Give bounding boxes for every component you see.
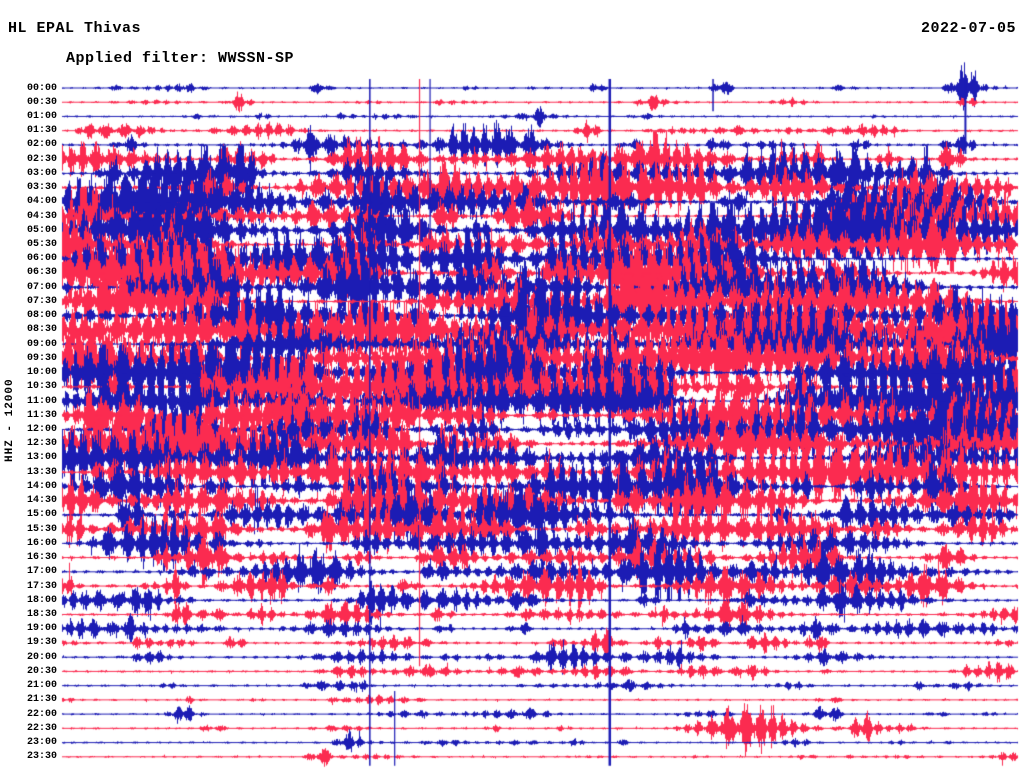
time-label: 01:00 xyxy=(26,110,57,122)
time-label: 12:30 xyxy=(26,438,57,450)
time-label: 02:30 xyxy=(26,153,57,165)
time-label: 13:00 xyxy=(26,452,57,464)
time-label: 03:00 xyxy=(26,167,57,179)
time-label: 05:00 xyxy=(26,224,57,236)
time-label: 09:00 xyxy=(26,338,57,350)
time-label: 19:30 xyxy=(26,637,57,649)
time-label: 23:30 xyxy=(26,751,57,763)
time-label: 12:00 xyxy=(26,424,57,436)
time-label: 15:30 xyxy=(26,523,57,535)
time-label: 06:00 xyxy=(26,253,57,265)
time-label: 19:00 xyxy=(26,623,57,635)
time-label: 04:30 xyxy=(26,210,57,222)
filter-label: Applied filter: WWSSN-SP xyxy=(66,50,295,67)
time-axis: 00:00 00:30 01:00 01:30 02:00 02:30 03:00 03:30… xyxy=(0,0,58,780)
time-label: 13:30 xyxy=(26,466,57,478)
time-label: 00:00 xyxy=(26,82,57,94)
time-label: 10:00 xyxy=(26,367,57,379)
time-label: 08:00 xyxy=(26,310,57,322)
time-label: 00:30 xyxy=(26,96,57,108)
time-label: 18:30 xyxy=(26,609,57,620)
date-label: 2022-07-05 xyxy=(920,20,1016,37)
time-label: 08:30 xyxy=(26,324,57,336)
time-label: 11:00 xyxy=(26,395,57,407)
time-label: 05:30 xyxy=(26,239,57,251)
time-label: 11:30 xyxy=(26,409,57,421)
time-label: 17:30 xyxy=(26,580,57,592)
time-label: 18:00 xyxy=(26,594,57,606)
time-label: 02:00 xyxy=(26,139,57,151)
time-label: 17:00 xyxy=(26,566,57,578)
time-label: 14:30 xyxy=(26,495,57,507)
time-label: 14:00 xyxy=(26,480,57,492)
time-label: 07:00 xyxy=(26,281,57,293)
time-label: 22:30 xyxy=(26,722,57,734)
time-label: 20:00 xyxy=(26,651,57,663)
time-label: 20:30 xyxy=(26,665,57,677)
time-label: 21:30 xyxy=(26,694,57,706)
station-title: HL EPAL Thivas xyxy=(8,20,142,37)
time-label: 03:30 xyxy=(26,182,57,194)
time-label: 10:30 xyxy=(26,381,57,393)
time-label: 06:30 xyxy=(26,267,57,279)
time-label: 16:00 xyxy=(26,537,57,549)
time-label: 07:30 xyxy=(26,295,57,307)
time-label: 23:00 xyxy=(26,737,57,749)
time-label: 21:00 xyxy=(26,680,57,692)
time-label: 15:00 xyxy=(26,509,57,521)
time-label: 22:00 xyxy=(26,708,57,720)
time-label: 16:30 xyxy=(26,552,57,564)
time-label: 09:30 xyxy=(26,352,57,364)
time-label: 01:30 xyxy=(26,125,57,137)
time-label: 04:00 xyxy=(26,196,57,208)
